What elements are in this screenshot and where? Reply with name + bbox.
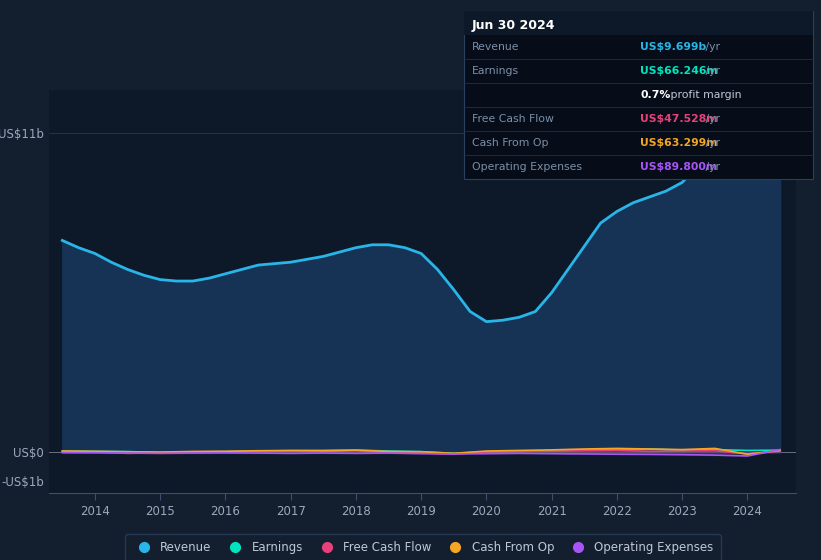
Legend: Revenue, Earnings, Free Cash Flow, Cash From Op, Operating Expenses: Revenue, Earnings, Free Cash Flow, Cash …	[125, 534, 721, 560]
Text: US$89.800m: US$89.800m	[640, 162, 718, 172]
Text: US$47.528m: US$47.528m	[640, 114, 718, 124]
Text: /yr: /yr	[702, 114, 720, 124]
Text: /yr: /yr	[702, 42, 720, 52]
Text: Revenue: Revenue	[472, 42, 520, 52]
Text: Operating Expenses: Operating Expenses	[472, 162, 582, 172]
Text: US$63.299m: US$63.299m	[640, 138, 718, 148]
Text: US$9.699b: US$9.699b	[640, 42, 707, 52]
Text: Free Cash Flow: Free Cash Flow	[472, 114, 554, 124]
Text: /yr: /yr	[702, 138, 720, 148]
Text: /yr: /yr	[702, 66, 720, 76]
Text: Jun 30 2024: Jun 30 2024	[472, 18, 556, 32]
Text: 0.7%: 0.7%	[640, 90, 671, 100]
Text: Cash From Op: Cash From Op	[472, 138, 548, 148]
Text: /yr: /yr	[702, 162, 720, 172]
Text: profit margin: profit margin	[667, 90, 742, 100]
Text: Earnings: Earnings	[472, 66, 519, 76]
Text: US$66.246m: US$66.246m	[640, 66, 718, 76]
